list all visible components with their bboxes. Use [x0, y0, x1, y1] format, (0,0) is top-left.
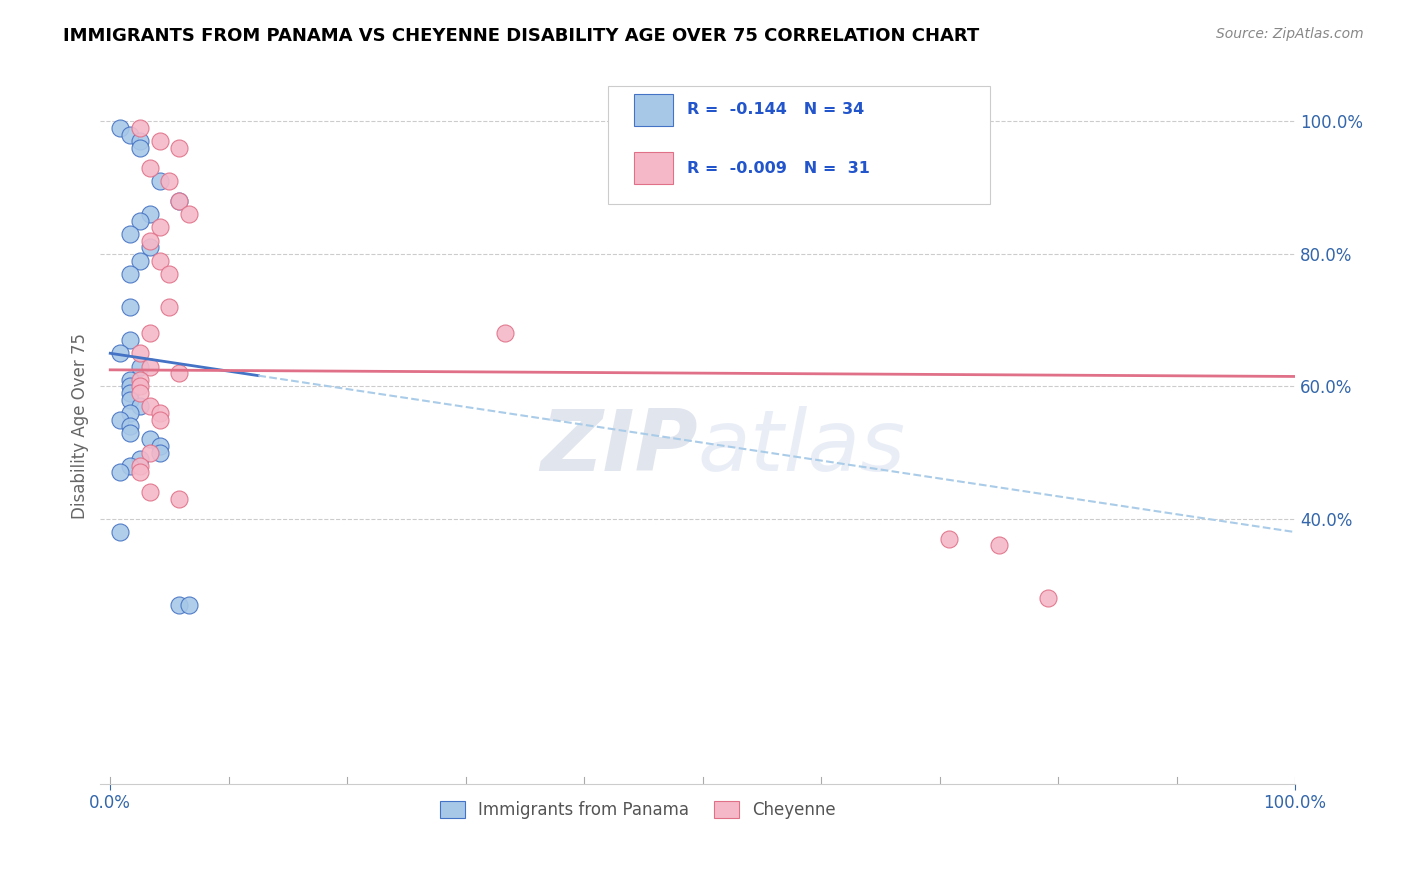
Point [118, 128, 141, 142]
Bar [634, 153, 672, 185]
Point [149, 174, 172, 188]
Point [108, 121, 131, 136]
Point [169, 598, 191, 612]
Point [118, 267, 141, 281]
Y-axis label: Disability Age Over 75: Disability Age Over 75 [72, 333, 89, 519]
Point [128, 214, 150, 228]
Point [138, 234, 160, 248]
Point [128, 134, 150, 148]
Point [169, 491, 191, 506]
Text: IMMIGRANTS FROM PANAMA VS CHEYENNE DISABILITY AGE OVER 75 CORRELATION CHART: IMMIGRANTS FROM PANAMA VS CHEYENNE DISAB… [63, 27, 980, 45]
Point [128, 399, 150, 413]
Point [987, 538, 1010, 552]
Point [149, 220, 172, 235]
Point [118, 227, 141, 241]
Point [138, 485, 160, 500]
Point [149, 412, 172, 426]
Point [149, 439, 172, 453]
Point [128, 458, 150, 473]
Point [118, 419, 141, 434]
Point [179, 598, 201, 612]
Text: ZIP: ZIP [540, 406, 697, 489]
Point [159, 267, 181, 281]
FancyBboxPatch shape [607, 87, 990, 204]
Point [118, 392, 141, 407]
Point [169, 194, 191, 208]
Point [128, 141, 150, 155]
Point [118, 425, 141, 440]
Point [128, 386, 150, 401]
Point [118, 386, 141, 401]
Point [138, 326, 160, 341]
Point [138, 207, 160, 221]
Point [128, 121, 150, 136]
Point [138, 359, 160, 374]
Point [149, 134, 172, 148]
Point [169, 366, 191, 380]
Point [149, 406, 172, 420]
Point [179, 207, 201, 221]
Point [118, 300, 141, 314]
Point [169, 194, 191, 208]
Point [128, 253, 150, 268]
Text: R =  -0.144   N = 34: R = -0.144 N = 34 [688, 103, 865, 117]
Point [128, 359, 150, 374]
Point [1038, 591, 1060, 606]
Point [138, 240, 160, 254]
Bar [634, 94, 672, 126]
Point [128, 466, 150, 480]
Point [138, 433, 160, 447]
Point [938, 532, 960, 546]
Point [108, 466, 131, 480]
Point [138, 161, 160, 175]
Point [138, 399, 160, 413]
Point [138, 445, 160, 459]
Point [149, 253, 172, 268]
Point [108, 412, 131, 426]
Point [128, 373, 150, 387]
Point [118, 373, 141, 387]
Text: R =  -0.009   N =  31: R = -0.009 N = 31 [688, 161, 870, 176]
Point [118, 406, 141, 420]
Point [108, 346, 131, 360]
Point [118, 333, 141, 347]
Point [128, 452, 150, 467]
Point [159, 300, 181, 314]
Text: atlas: atlas [697, 406, 905, 489]
Text: Source: ZipAtlas.com: Source: ZipAtlas.com [1216, 27, 1364, 41]
Point [128, 346, 150, 360]
Point [118, 379, 141, 393]
Point [108, 525, 131, 540]
Point [159, 174, 181, 188]
Legend: Immigrants from Panama, Cheyenne: Immigrants from Panama, Cheyenne [433, 794, 842, 825]
Point [494, 326, 516, 341]
Point [128, 379, 150, 393]
Point [118, 458, 141, 473]
Point [169, 141, 191, 155]
Point [149, 445, 172, 459]
